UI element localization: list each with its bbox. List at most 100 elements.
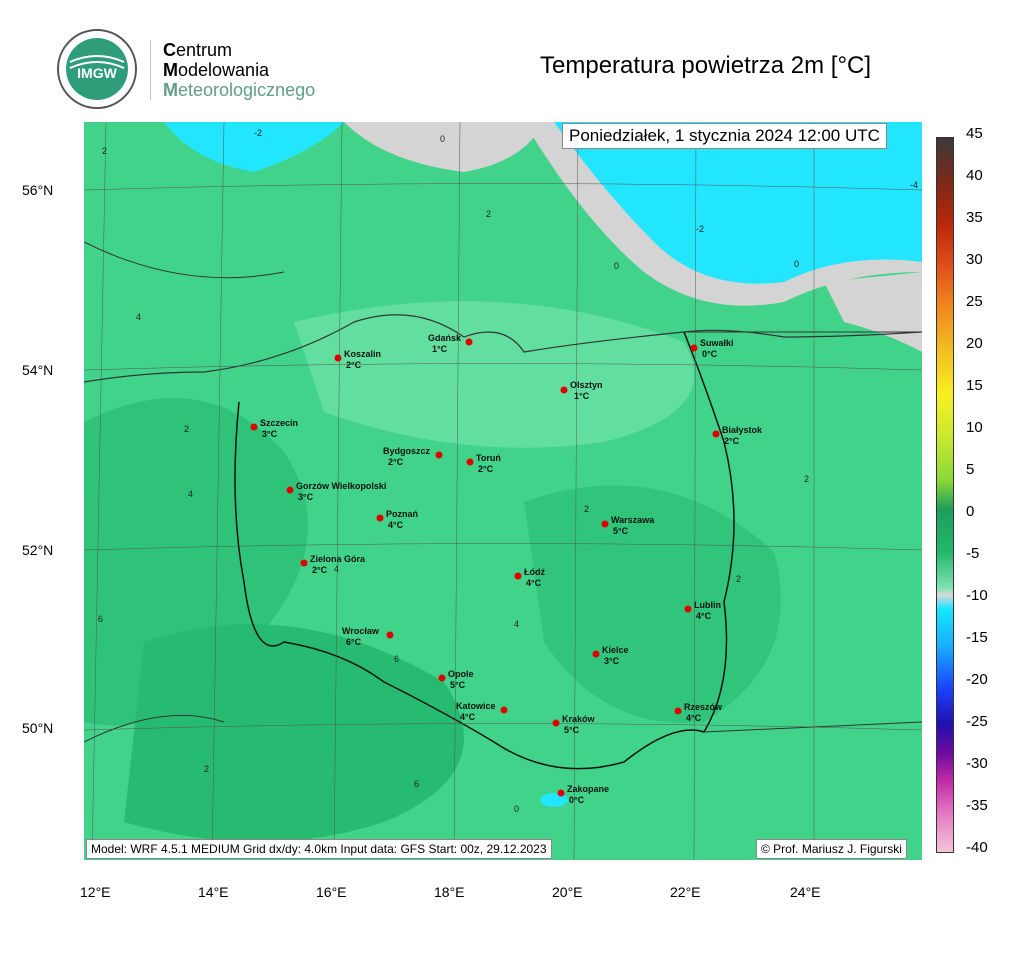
contour-label: 4	[334, 564, 339, 574]
city-dot	[552, 719, 560, 727]
colorbar-label: -10	[966, 587, 988, 604]
org-initial-1: C	[163, 40, 176, 60]
city-name: Wrocław	[342, 626, 380, 636]
lon-label: 22°E	[670, 884, 701, 900]
contour-label: 0	[514, 804, 519, 814]
city-temp: 2°C	[312, 565, 328, 575]
contour-label: 0	[794, 259, 799, 269]
city-temp: 2°C	[478, 464, 494, 474]
city-dot	[690, 344, 698, 352]
lat-label: 56°N	[22, 182, 54, 198]
city-dot	[557, 789, 565, 797]
map-title: Temperatura powietrza 2m [°C]	[540, 52, 872, 79]
org-initial-2: M	[163, 60, 178, 80]
colorbar-label: -25	[966, 713, 988, 730]
city-temp: 5°C	[613, 526, 629, 536]
city-temp: 6°C	[346, 637, 362, 647]
lat-label: 50°N	[22, 720, 54, 736]
city-temp: 3°C	[262, 429, 278, 439]
city-dot	[514, 572, 522, 580]
colorbar-label: -15	[966, 629, 988, 646]
contour-label: 2	[486, 209, 491, 219]
org-text-2: odelowania	[178, 60, 270, 80]
city-temp: 2°C	[388, 457, 404, 467]
lat-label: 54°N	[22, 362, 54, 378]
city-name: Lublin	[694, 600, 721, 610]
city-temp: 1°C	[432, 344, 448, 354]
city-dot	[286, 486, 294, 494]
below-zero-north	[164, 122, 344, 172]
city-dot	[386, 631, 394, 639]
contour-label: 0	[440, 134, 445, 144]
city-dot	[712, 430, 720, 438]
city-dot	[250, 423, 258, 431]
contour-label: 2	[102, 146, 107, 156]
lon-label: 18°E	[434, 884, 465, 900]
city-dot	[334, 354, 342, 362]
colorbar-label: 40	[966, 167, 983, 184]
baltic-coastline	[84, 314, 922, 383]
city-name: Poznań	[386, 509, 418, 519]
contour-label: 2	[204, 764, 209, 774]
colorbar-label: -35	[966, 797, 988, 814]
city-dot	[560, 386, 568, 394]
city-temp: 2°C	[346, 360, 362, 370]
contour-label: 4	[188, 489, 193, 499]
lat-label: 52°N	[22, 542, 54, 558]
copyright: © Prof. Mariusz J. Figurski	[756, 839, 907, 859]
city-dot	[300, 559, 308, 567]
city-name: Zakopane	[567, 784, 609, 794]
colorbar-label: 30	[966, 251, 983, 268]
colorbar-label: 0	[966, 503, 975, 520]
cool-zone-north	[294, 301, 694, 448]
city-name: Gdańsk	[428, 333, 462, 343]
org-text-3: eteorologicznego	[178, 80, 316, 100]
city-temp: 4°C	[696, 611, 712, 621]
colorbar-label: 45	[966, 125, 983, 142]
country-borders	[84, 241, 922, 743]
warm-zone-east	[524, 485, 781, 723]
contour-label: 2	[804, 474, 809, 484]
city-name: Kraków	[562, 714, 596, 724]
city-dot	[601, 520, 609, 528]
lon-label: 14°E	[198, 884, 229, 900]
city-dot	[592, 650, 600, 658]
lon-label: 12°E	[80, 884, 111, 900]
city-dot	[466, 458, 474, 466]
forecast-date: Poniedziałek, 1 stycznia 2024 12:00 UTC	[562, 123, 887, 149]
colorbar-label: 20	[966, 335, 983, 352]
contour-label: 4	[136, 312, 141, 322]
city-temp: 3°C	[604, 656, 620, 666]
colorbar-label: -40	[966, 839, 988, 856]
contour-label: 6	[414, 779, 419, 789]
organization-name: Centrum Modelowania Meteorologicznego	[150, 40, 393, 100]
city-name: Opole	[448, 669, 474, 679]
model-info: Model: WRF 4.5.1 MEDIUM Grid dx/dy: 4.0k…	[86, 839, 552, 859]
city-temp: 2°C	[724, 436, 740, 446]
logo-text: IMGW	[77, 65, 117, 81]
city-name: Kielce	[602, 645, 629, 655]
city-temp: 1°C	[574, 391, 590, 401]
near-zero-north	[344, 122, 544, 172]
city-dot	[435, 451, 443, 459]
contour-labels: -2 0 2 4 6 -4 -2 0 2 2 4 4 6 4 2 2 2 0 6…	[98, 128, 918, 814]
colorbar-label: 15	[966, 377, 983, 394]
city-markers	[250, 338, 720, 797]
city-name: Katowice	[456, 701, 496, 711]
contour-label: -2	[696, 224, 704, 234]
contour-label: 2	[184, 424, 189, 434]
poland-border	[234, 331, 735, 770]
city-name: Toruń	[476, 453, 501, 463]
city-dot	[376, 514, 384, 522]
city-temp: 0°C	[702, 349, 718, 359]
below-zero-sea	[554, 122, 922, 284]
city-temp: 4°C	[460, 712, 476, 722]
org-initial-3: M	[163, 80, 178, 100]
city-temp: 5°C	[564, 725, 580, 735]
contour-label: 2	[584, 504, 589, 514]
city-dot	[465, 338, 473, 346]
temperature-colorbar	[936, 137, 954, 853]
city-name: Białystok	[722, 425, 763, 435]
